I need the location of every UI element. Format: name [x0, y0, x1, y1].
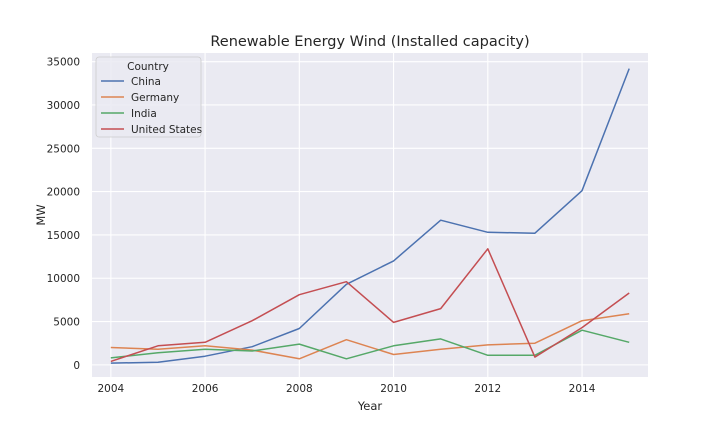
legend-label-united-states: United States [131, 124, 202, 136]
x-tick-label: 2012 [474, 383, 501, 395]
series-lines [110, 68, 630, 364]
y-tick-label: 5000 [53, 317, 80, 329]
legend-box [95, 56, 202, 138]
legend-label-china: China [131, 76, 161, 88]
x-axis-label: Year [357, 399, 383, 413]
series-line-germany [110, 313, 630, 360]
x-tick-label: 2006 [192, 383, 219, 395]
y-tick-label: 15000 [47, 230, 80, 242]
x-tick-labels: 2004 2006 2008 2010 2012 2014 [97, 383, 595, 395]
y-tick-label: 30000 [47, 100, 80, 112]
legend-label-india: India [131, 108, 157, 120]
x-tick-label: 2014 [569, 383, 596, 395]
legend-items: China Germany India United States [101, 76, 202, 136]
y-tick-label: 25000 [47, 143, 80, 155]
y-tick-labels: 0 5000 10000 15000 20000 25000 30000 35000 [47, 57, 80, 372]
grid-lines [92, 53, 648, 377]
x-tick-label: 2004 [97, 383, 124, 395]
y-tick-label: 10000 [47, 273, 80, 285]
legend-label-germany: Germany [131, 92, 179, 104]
chart-title: Renewable Energy Wind (Installed capacit… [210, 34, 529, 50]
y-axis-label: MW [34, 204, 48, 225]
y-tick-label: 20000 [47, 187, 80, 199]
x-tick-label: 2010 [380, 383, 407, 395]
y-tick-label: 35000 [47, 57, 80, 69]
series-line-china [110, 68, 630, 364]
series-line-india [110, 329, 630, 360]
series-line-united-states [110, 248, 630, 363]
x-tick-label: 2008 [286, 383, 313, 395]
legend: Country China Germany India United States [95, 56, 202, 138]
legend-title: Country [127, 61, 169, 73]
y-tick-label: 0 [73, 360, 80, 372]
